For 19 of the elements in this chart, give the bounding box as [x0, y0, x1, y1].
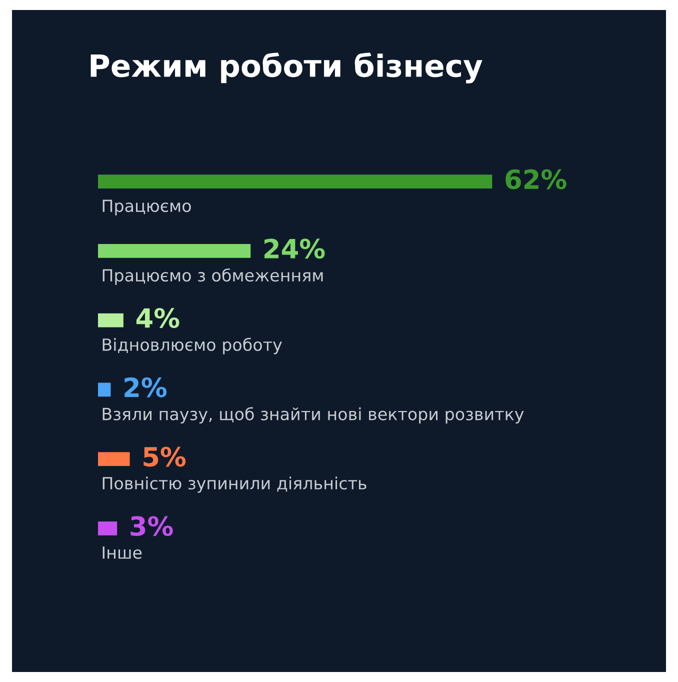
- bar: [98, 382, 111, 397]
- y-tick-label: Відновлюємо роботу: [102, 338, 282, 354]
- bar: [98, 244, 251, 258]
- bar: [98, 313, 124, 328]
- data-label: 24%: [264, 238, 325, 259]
- bar: [98, 452, 130, 466]
- data-label: 4%: [136, 308, 180, 328]
- data-label: 3%: [130, 516, 173, 536]
- chart-title: Режим роботи бізнесу: [90, 52, 482, 84]
- y-tick-label: Інше: [102, 546, 142, 559]
- bar: [98, 174, 492, 189]
- y-tick-label: Працюємо: [102, 200, 191, 216]
- y-tick-label: Повністю зупинили діяльність: [102, 476, 366, 493]
- y-tick-label: Працюємо з обмеженням: [102, 268, 323, 285]
- bar: [98, 521, 118, 536]
- data-label: 5%: [144, 446, 186, 467]
- y-tick-label: Взяли паузу, щоб знайти нові вектори розвитку: [102, 407, 524, 424]
- data-label: 2%: [124, 377, 166, 398]
- data-label: 62%: [506, 169, 566, 190]
